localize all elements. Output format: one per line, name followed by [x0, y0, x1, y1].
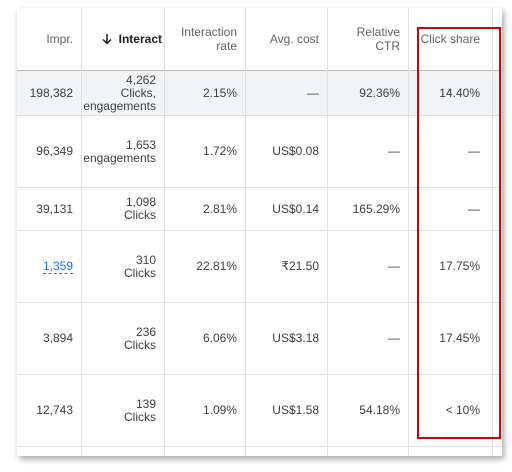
column-header-impressions[interactable]: Impr.: [17, 8, 81, 70]
avg-cost-cell: US$1.58: [272, 403, 319, 417]
column-header-label: Click share: [420, 32, 480, 46]
relative-ctr-cell: 92.36%: [359, 85, 400, 100]
interaction-rate-cell: 1.09%: [202, 403, 237, 417]
interaction-rate-cell: 6.06%: [202, 331, 237, 345]
column-header-label: Interact: [118, 32, 162, 46]
impressions-cell: 96,349: [36, 144, 73, 158]
column-divider: [81, 8, 82, 456]
report-table-frame: Impr. Interact Interaction rate Avg. cos…: [17, 8, 502, 456]
interactions-cell: 1,098 Clicks: [124, 195, 156, 222]
table-row[interactable]: 1,359 310 Clicks 22.81% ₹21.50 — 17.75%: [17, 231, 502, 303]
column-header-avg-cost[interactable]: Avg. cost: [245, 8, 327, 70]
interactions-cell: 4,262 Clicks, engagements: [83, 72, 156, 113]
relative-ctr-cell: —: [388, 331, 400, 345]
column-header-label: Relative CTR: [356, 25, 400, 53]
table-row[interactable]: 96,349 1,653 engagements 1.72% US$0.08 —…: [17, 116, 502, 188]
click-share-cell: —: [468, 144, 480, 158]
click-share-cell: 17.75%: [439, 259, 480, 273]
impressions-cell: 12,743: [36, 403, 73, 417]
click-share-cell: —: [468, 201, 480, 216]
column-divider: [408, 8, 409, 456]
click-share-cell: 17.45%: [439, 331, 480, 345]
avg-cost-cell: ₹21.50: [281, 259, 319, 273]
table-row[interactable]: 12,743 139 Clicks 1.09% US$1.58 54.18% <…: [17, 375, 502, 447]
relative-ctr-cell: 165.29%: [352, 201, 400, 216]
avg-cost-cell: US$3.18: [272, 331, 319, 345]
column-divider: [245, 8, 246, 456]
interaction-rate-cell: 2.81%: [202, 201, 237, 216]
interactions-cell: 1,653 engagements: [83, 137, 156, 165]
interactions-cell: 236 Clicks: [124, 324, 156, 352]
column-header-label: Interaction rate: [180, 25, 237, 53]
relative-ctr-cell: —: [388, 259, 400, 273]
column-header-label: Avg. cost: [269, 32, 319, 46]
avg-cost-cell: US$0.14: [272, 201, 319, 216]
column-header-label: Impr.: [46, 32, 73, 46]
interaction-rate-cell: 2.15%: [202, 85, 237, 100]
interactions-cell: 139 Clicks: [124, 396, 156, 424]
click-share-cell: 14.40%: [439, 85, 480, 100]
impressions-cell: 3,894: [42, 331, 73, 345]
column-header-interaction-rate[interactable]: Interaction rate: [164, 8, 245, 70]
impressions-cell: 39,131: [36, 201, 73, 216]
relative-ctr-cell: 54.18%: [359, 403, 400, 417]
column-header-interactions[interactable]: Interact: [81, 8, 164, 70]
report-table: Impr. Interact Interaction rate Avg. cos…: [17, 8, 502, 456]
column-divider: [164, 8, 165, 456]
click-share-highlight-box: [417, 27, 501, 439]
impressions-link[interactable]: 1,359: [42, 259, 73, 274]
column-divider: [492, 8, 493, 456]
interaction-rate-cell: 1.72%: [202, 144, 237, 158]
relative-ctr-cell: —: [388, 144, 400, 158]
table-row[interactable]: 3,894 236 Clicks 6.06% US$3.18 — 17.45%: [17, 303, 502, 375]
avg-cost-cell: —: [307, 85, 319, 100]
table-row[interactable]: 39,131 1,098 Clicks 2.81% US$0.14 165.29…: [17, 188, 502, 231]
column-header-relative-ctr[interactable]: Relative CTR: [327, 8, 408, 70]
arrow-down-icon: [101, 33, 113, 45]
interactions-cell: 310 Clicks: [124, 252, 156, 280]
table-header: Impr. Interact Interaction rate Avg. cos…: [17, 8, 502, 71]
click-share-cell: < 10%: [445, 403, 480, 417]
impressions-cell: 1,359: [17, 231, 81, 302]
table-row[interactable]: 198,382 4,262 Clicks, engagements 2.15% …: [17, 71, 502, 116]
column-header-click-share[interactable]: Click share: [408, 8, 492, 70]
interaction-rate-cell: 22.81%: [196, 259, 237, 273]
impressions-cell: 198,382: [29, 85, 73, 100]
column-divider: [327, 8, 328, 456]
avg-cost-cell: US$0.08: [272, 144, 319, 158]
